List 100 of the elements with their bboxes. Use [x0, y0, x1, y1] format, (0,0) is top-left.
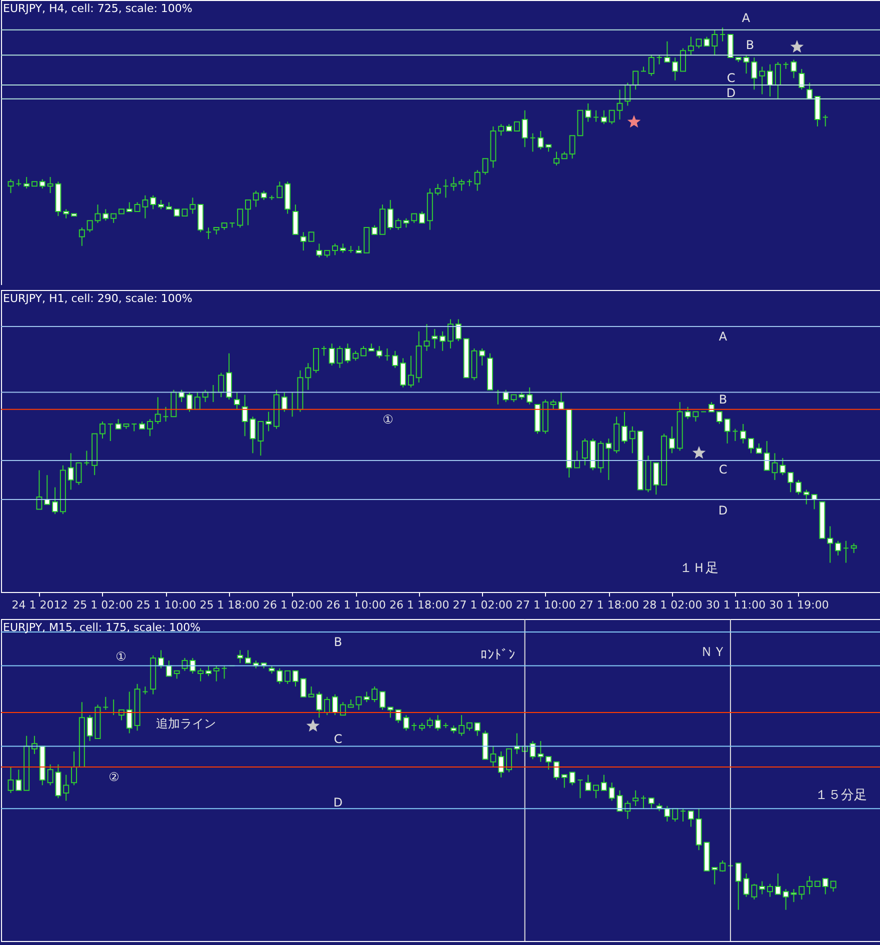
- candlestick: [842, 540, 849, 564]
- chart-title: EURJPY, M15, cell: 175, scale: 100%: [3, 621, 201, 634]
- candlestick: [798, 68, 805, 90]
- candlestick: [102, 696, 109, 710]
- candlestick: [814, 96, 820, 127]
- candlestick: [218, 372, 224, 398]
- candlestick: [680, 48, 686, 72]
- candlestick: [664, 40, 670, 63]
- candlestick: [640, 795, 646, 810]
- candlestick: [830, 880, 836, 892]
- candlestick: [400, 358, 406, 388]
- candlestick: [553, 761, 560, 780]
- ref-line-label: D: [726, 86, 736, 100]
- candlestick: [276, 181, 283, 198]
- candlestick: [78, 227, 85, 246]
- candlestick: [680, 808, 686, 822]
- candlestick: [767, 883, 774, 898]
- x-tick-label: 28 1 02:00: [642, 598, 702, 612]
- candlestick: [561, 774, 568, 788]
- candlestick: [538, 130, 544, 150]
- x-tick-label: 25 1 02:00: [73, 598, 133, 612]
- candlestick: [506, 748, 512, 773]
- candlestick: [600, 110, 607, 125]
- candlestick: [328, 343, 335, 366]
- candlestick: [632, 70, 639, 90]
- ref-line-label: ①: [382, 412, 394, 426]
- candlestick: [806, 876, 813, 895]
- candlestick: [712, 29, 718, 56]
- candlestick: [432, 328, 438, 349]
- candlestick: [384, 348, 390, 362]
- annotation: ＮＹ: [700, 645, 726, 660]
- candlestick: [126, 202, 132, 212]
- ref-line-label: C: [334, 732, 342, 746]
- candlestick: [522, 110, 528, 148]
- candlestick: [372, 224, 378, 235]
- candlestick: [52, 486, 58, 515]
- candlestick: [712, 867, 718, 885]
- candlestick: [252, 190, 259, 208]
- candlestick: [720, 27, 726, 42]
- candlestick: [63, 208, 70, 219]
- candlestick: [788, 472, 794, 493]
- candlestick: [110, 213, 117, 224]
- candlestick: [39, 178, 46, 189]
- candlestick: [150, 194, 156, 210]
- candlestick: [158, 199, 164, 210]
- candlestick: [102, 208, 109, 222]
- candlestick: [276, 668, 283, 684]
- candlestick: [379, 691, 386, 710]
- x-tick-label: 30 1 19:00: [769, 598, 829, 612]
- chart-title: EURJPY, H1, cell: 290, scale: 100%: [3, 292, 192, 305]
- candlestick: [36, 470, 42, 510]
- candlestick: [447, 318, 454, 349]
- candlestick: [585, 774, 592, 791]
- candlestick: [142, 686, 148, 695]
- candlestick: [498, 750, 504, 778]
- candlestick: [668, 426, 675, 454]
- candlestick: [806, 82, 813, 100]
- candlestick: [16, 769, 22, 791]
- candlestick: [332, 694, 338, 716]
- candlestick: [632, 790, 639, 806]
- candlestick: [621, 411, 628, 444]
- candlestick: [284, 670, 291, 684]
- candlestick: [84, 450, 90, 466]
- candlestick: [245, 199, 252, 226]
- candlestick: [324, 696, 330, 716]
- candlestick: [194, 392, 200, 410]
- candlestick: [126, 691, 132, 734]
- candlestick: [600, 774, 607, 791]
- candlestick: [672, 808, 678, 822]
- candlestick: [387, 706, 394, 718]
- candlestick: [186, 392, 192, 412]
- candlestick: [724, 418, 730, 444]
- candlestick: [308, 232, 314, 242]
- candlestick: [790, 59, 797, 79]
- x-tick-label: 25 1 18:00: [200, 598, 260, 612]
- candlestick: [237, 208, 244, 228]
- annotation: １Ｈ足: [680, 561, 718, 576]
- x-tick-label: 27 1 10:00: [516, 598, 576, 612]
- candlestick: [582, 438, 588, 466]
- candlestick: [24, 176, 30, 189]
- candlestick: [360, 346, 366, 356]
- candlestick: [8, 766, 14, 794]
- candlestick: [340, 702, 346, 716]
- candlestick: [553, 151, 560, 166]
- candlestick: [260, 190, 267, 200]
- candlestick: [474, 170, 480, 192]
- candlestick: [387, 199, 394, 230]
- candlestick: [569, 772, 576, 786]
- candlestick: [774, 62, 781, 100]
- candlestick: [577, 780, 584, 799]
- candlestick: [764, 440, 770, 471]
- ref-line-label: A: [742, 10, 751, 25]
- candlestick: [498, 124, 504, 136]
- candlestick: [245, 650, 252, 664]
- candlestick: [767, 64, 774, 98]
- candlestick: [716, 411, 722, 424]
- candlestick: [372, 686, 378, 703]
- x-tick-label: 30 1 11:00: [706, 598, 766, 612]
- candlestick: [795, 479, 802, 496]
- candlestick: [727, 34, 734, 58]
